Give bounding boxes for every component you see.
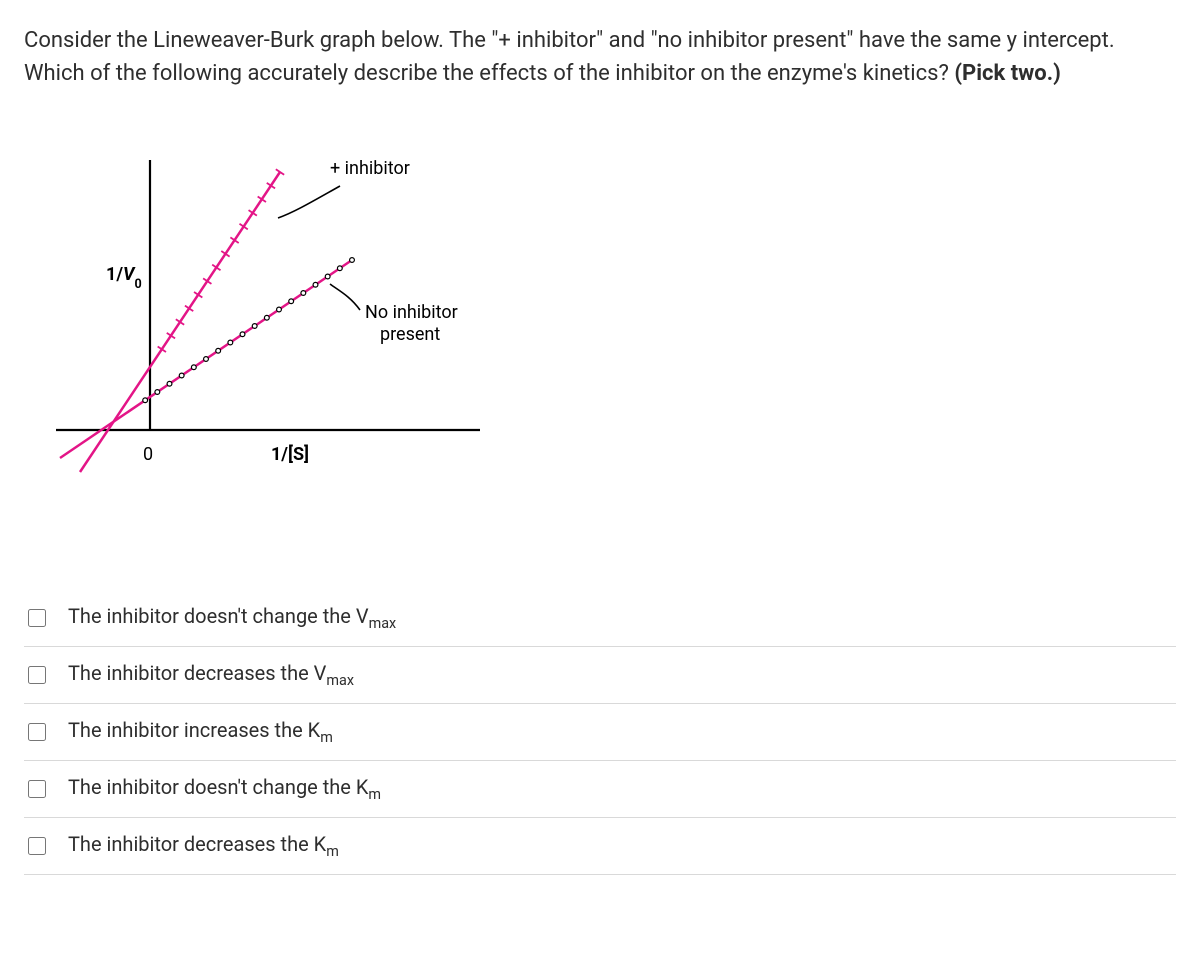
inhibitor-annotation: + inhibitor [330,158,410,179]
option-label: The inhibitor increases the Km [68,718,333,746]
no-inhibitor-dot [301,291,306,296]
y-axis-label: 1/V0 [106,264,142,292]
pointer-to-inhibitor [278,186,340,218]
option-checkbox[interactable] [28,723,46,741]
origin-label: 0 [143,444,153,465]
option-row[interactable]: The inhibitor increases the Km [24,704,1176,761]
no-inhibitor-dot [264,315,269,320]
option-label: The inhibitor doesn't change the Vmax [68,604,396,632]
no-inhibitor-dot [191,365,196,370]
no-inhibitor-dot [143,398,148,403]
no-inhibitor-dot [240,332,245,337]
no-inhibitor-dot [313,282,318,287]
option-checkbox[interactable] [28,609,46,627]
option-row[interactable]: The inhibitor decreases the Vmax [24,647,1176,704]
no-inhibitor-dot [277,307,282,312]
option-checkbox[interactable] [28,780,46,798]
option-row[interactable]: The inhibitor doesn't change the Vmax [24,590,1176,647]
lineweaver-burk-chart: 1/V0 1/[S] 0 + inhibitor No inhibitorpresent [40,140,500,500]
x-axis-label: 1/[S] [271,444,309,465]
no-inhibitor-dot [289,299,294,304]
option-checkbox[interactable] [28,837,46,855]
no-inhibitor-dot [325,274,330,279]
chart-container: 1/V0 1/[S] 0 + inhibitor No inhibitorpresent [40,140,1176,500]
option-checkbox[interactable] [28,666,46,684]
answer-options: The inhibitor doesn't change the Vmax The… [24,590,1176,875]
no-inhibitor-dot [350,258,355,263]
option-label: The inhibitor decreases the Km [68,832,339,860]
question-text: Consider the Lineweaver-Burk graph below… [24,24,1176,90]
no-inhibitor-dot [204,357,209,362]
option-label: The inhibitor doesn't change the Km [68,775,381,803]
no-inhibitor-dot [228,340,233,345]
no-inhibitor-dot [252,324,257,329]
pointer-to-no-inhibitor [330,284,360,310]
option-row[interactable]: The inhibitor decreases the Km [24,818,1176,875]
no-inhibitor-dot [216,348,221,353]
question-part-0: Consider the Lineweaver-Burk graph below… [24,28,1115,86]
no-inhibitor-dot [167,381,172,386]
no-inhibitor-dot [179,373,184,378]
no-inhibitor-annotation-2: present [380,324,440,345]
no-inhibitor-annotation-1: No inhibitor [365,302,458,323]
no-inhibitor-dot [337,266,342,271]
option-row[interactable]: The inhibitor doesn't change the Km [24,761,1176,818]
option-label: The inhibitor decreases the Vmax [68,661,354,689]
question-part-1: (Pick two.) [954,61,1061,86]
no-inhibitor-dot [155,390,160,395]
